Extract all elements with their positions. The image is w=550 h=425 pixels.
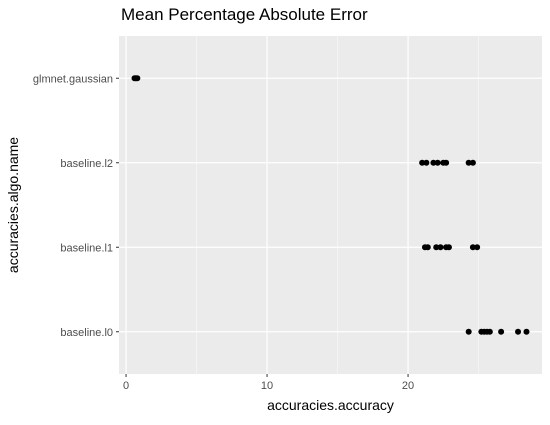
panel-background [119,36,542,374]
data-point [423,159,430,166]
x-tick-label: 20 [402,380,414,392]
data-point [465,159,472,166]
data-point [469,244,476,251]
data-point [434,159,441,166]
data-point [437,244,444,251]
data-point [424,244,431,251]
y-tick-label: baseline.l2 [60,158,113,170]
x-tick-label: 0 [123,380,129,392]
data-point [433,244,440,251]
data-point [469,159,476,166]
data-point [498,328,505,335]
data-point [134,75,141,82]
data-point [443,159,450,166]
data-point [465,328,472,335]
data-point [430,159,437,166]
y-tick-label: baseline.l1 [60,242,113,254]
data-point [445,244,452,251]
ticks-layer: 0 10 20 baseline.l0 baseline.l1 baseline.l2 gl… [33,73,414,392]
x-tick-label: 10 [261,380,273,392]
data-point [523,328,530,335]
data-point [486,328,493,335]
x-axis-title: accuracies.accuracy [267,397,394,413]
data-point [474,244,481,251]
y-axis-title: accuracies.algo.name [5,137,21,273]
y-tick-label: baseline.l0 [60,327,113,339]
points-layer [131,75,530,335]
chart-title: Mean Percentage Absolute Error [121,5,368,24]
y-tick-label: glmnet.gaussian [33,73,113,85]
data-point [419,159,426,166]
data-point [515,328,522,335]
